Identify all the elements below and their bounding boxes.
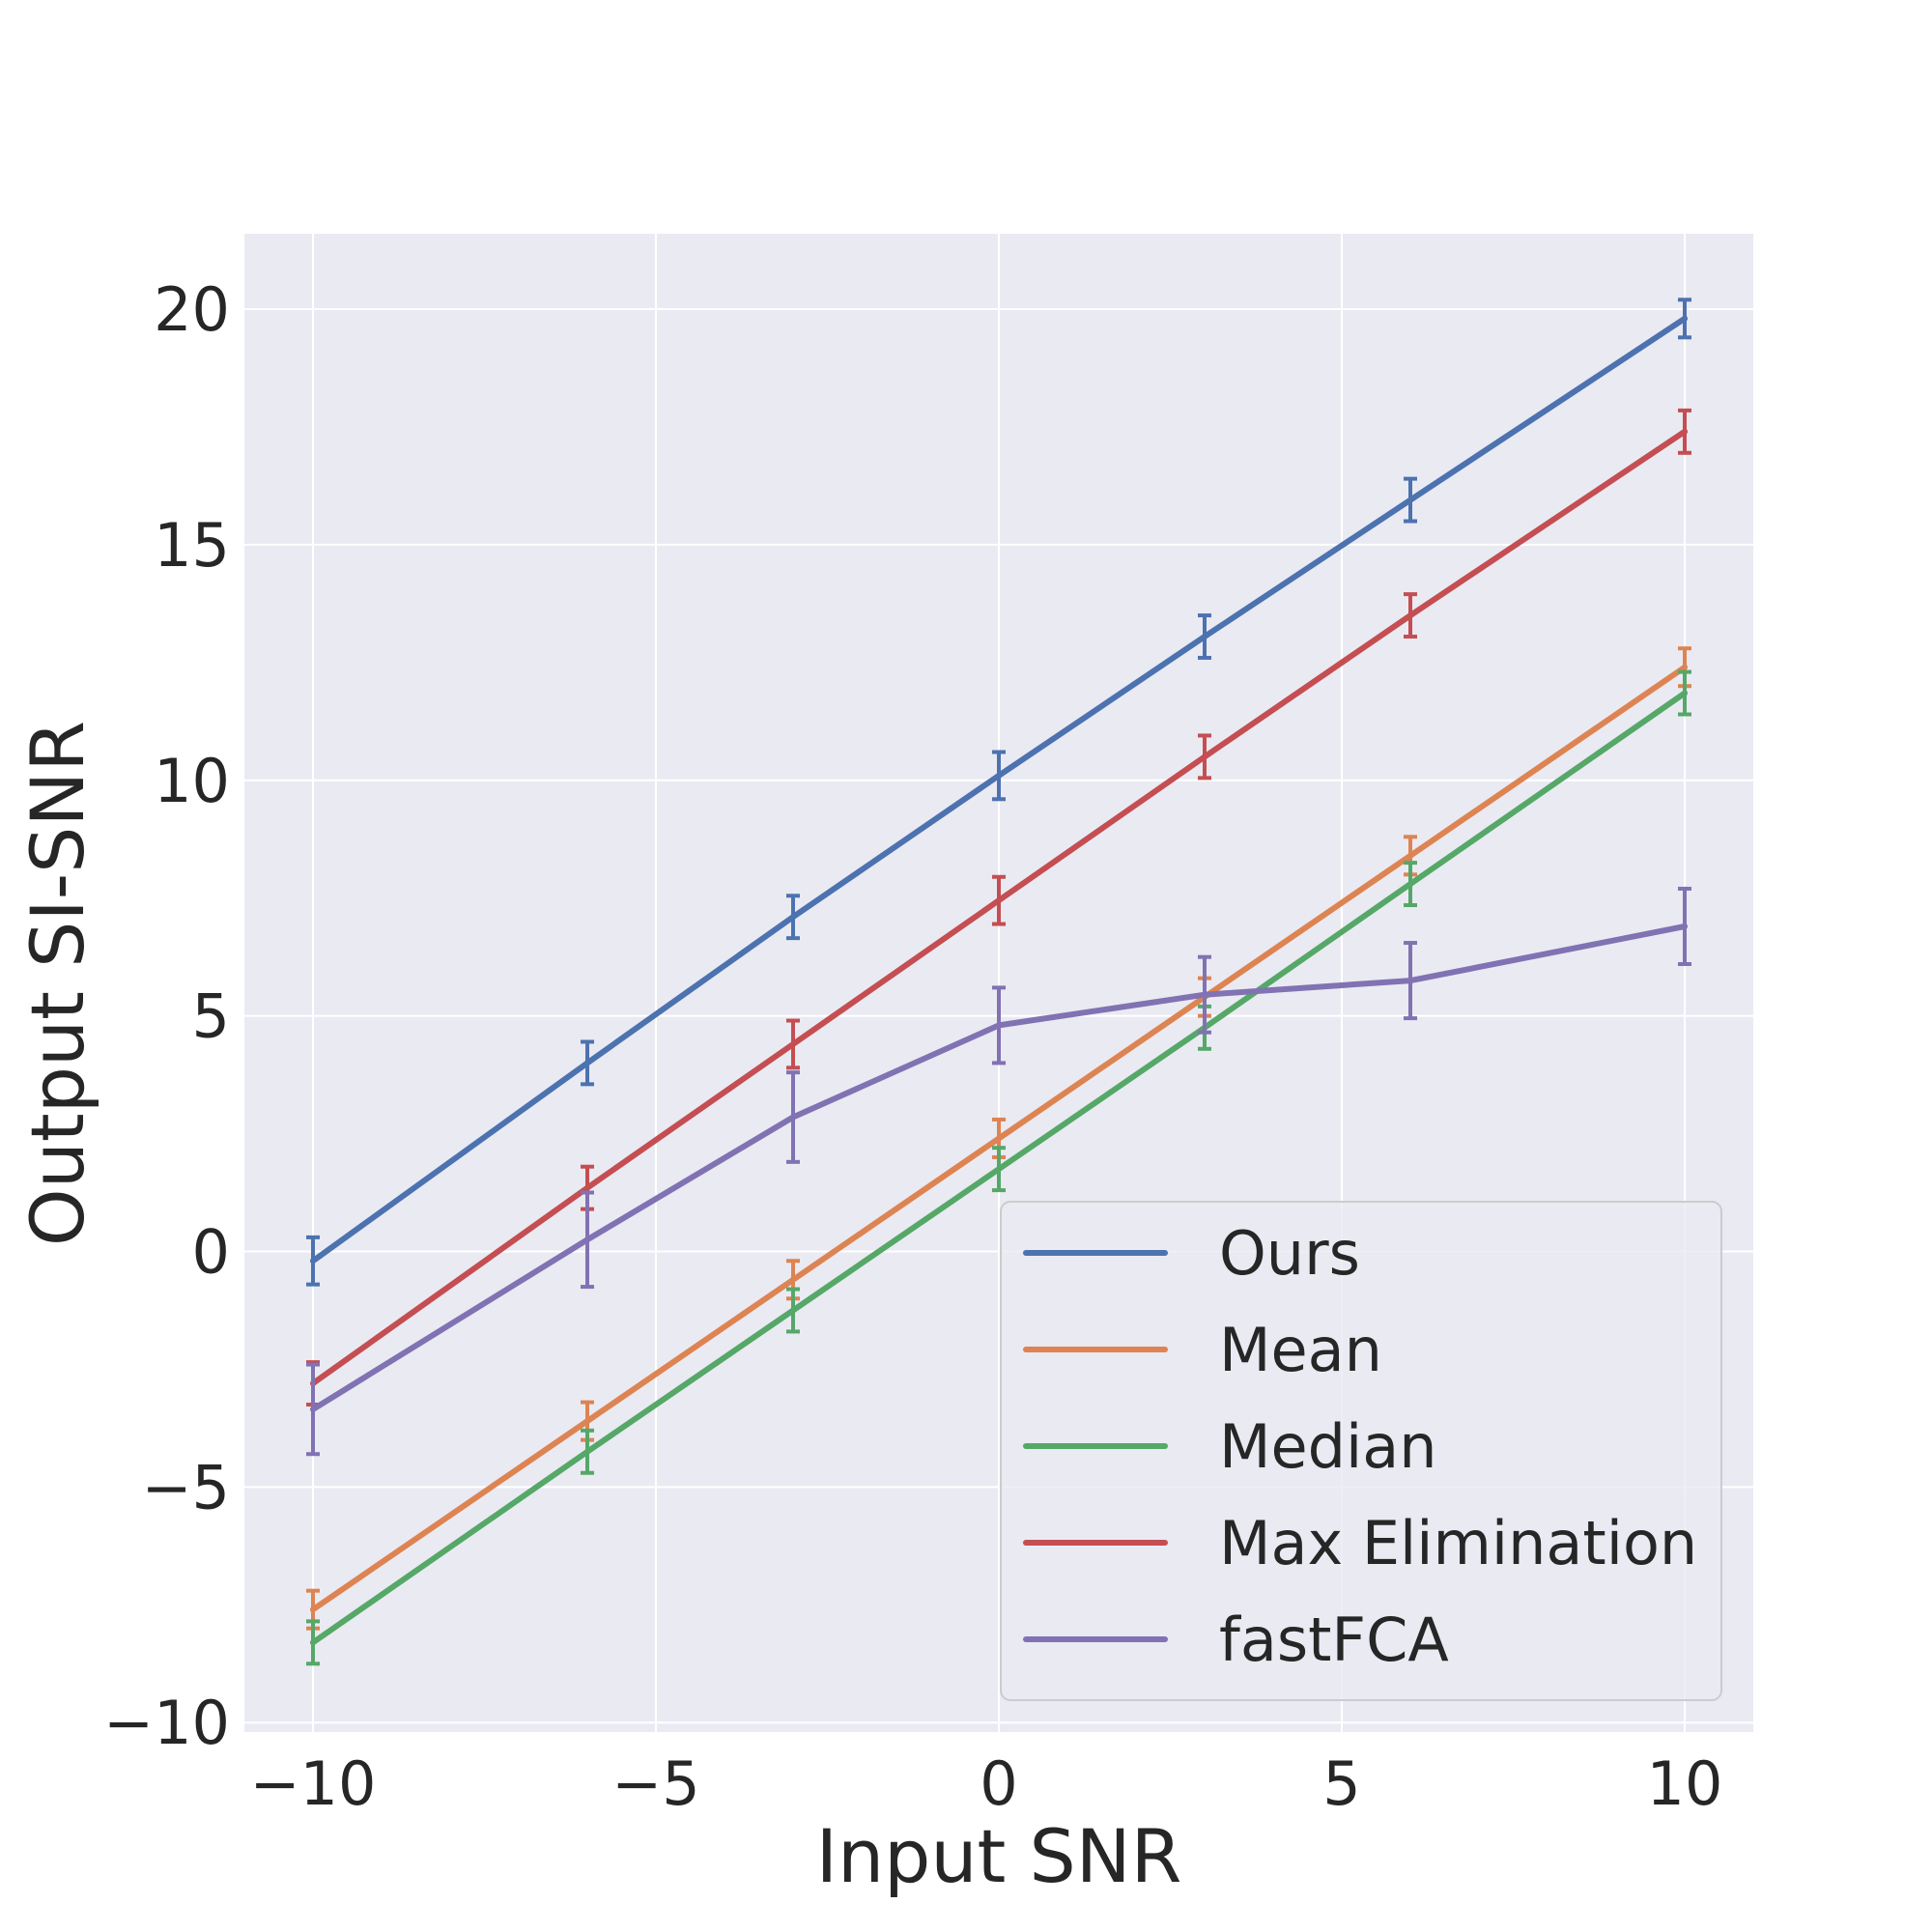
data-point [1682,690,1688,696]
data-point [584,1236,590,1243]
data-point [1682,664,1688,670]
x-tick-label: −5 [611,1748,699,1819]
series-fastfca [306,886,1691,1457]
x-tick-label: 10 [1647,1748,1723,1819]
data-point [1407,978,1413,984]
x-tick-label: 0 [980,1748,1017,1819]
data-point [1682,428,1688,435]
data-point [310,1639,316,1646]
data-point [996,1166,1002,1173]
legend-label: fastFCA [1219,1605,1449,1675]
legend-box [1000,1201,1722,1701]
data-point [790,1276,796,1283]
legend-label: Median [1219,1411,1437,1482]
data-point [996,1022,1002,1029]
data-point [790,1040,796,1047]
data-point [584,1184,590,1191]
data-point [996,1135,1002,1142]
x-axis-label: Input SNR [816,1813,1182,1899]
y-tick-label: 0 [192,1217,230,1288]
data-point [1407,881,1413,888]
data-point [1682,315,1688,322]
y-tick-label: −5 [142,1452,230,1522]
data-point [1682,923,1688,929]
data-point [1407,497,1413,503]
data-point [584,1060,590,1066]
data-point [310,1406,316,1412]
data-point [996,772,1002,779]
y-tick-label: 20 [154,274,230,345]
y-tick-label: 10 [154,746,230,816]
legend-label: Ours [1219,1218,1360,1289]
data-point [996,897,1002,904]
data-point [1202,753,1208,760]
data-point [1407,852,1413,859]
legend-label: Max Elimination [1219,1508,1697,1578]
data-point [790,1307,796,1314]
legend: Ours Mean Median Max Elimination fastFCA [1000,1201,1722,1701]
data-point [584,1418,590,1425]
x-tick-label: 5 [1322,1748,1360,1819]
data-point [584,1448,590,1455]
y-tick-label: −10 [103,1688,230,1758]
y-tick-label: 15 [154,510,230,581]
data-point [310,1258,316,1264]
y-axis-label: Output SI-SNR [14,721,100,1246]
tick-labels: −10 −5 0 5 10 −10 −5 0 5 10 15 20 [103,274,1722,1819]
data-point [310,1606,316,1613]
data-point [790,914,796,921]
data-point [1202,991,1208,998]
data-point [790,1114,796,1121]
series-ours [306,298,1691,1287]
series-layer [306,298,1691,1666]
x-tick-label: −10 [250,1748,377,1819]
legend-label: Mean [1219,1315,1382,1385]
data-point [1202,634,1208,640]
y-tick-label: 5 [192,981,230,1052]
data-point [1407,612,1413,619]
